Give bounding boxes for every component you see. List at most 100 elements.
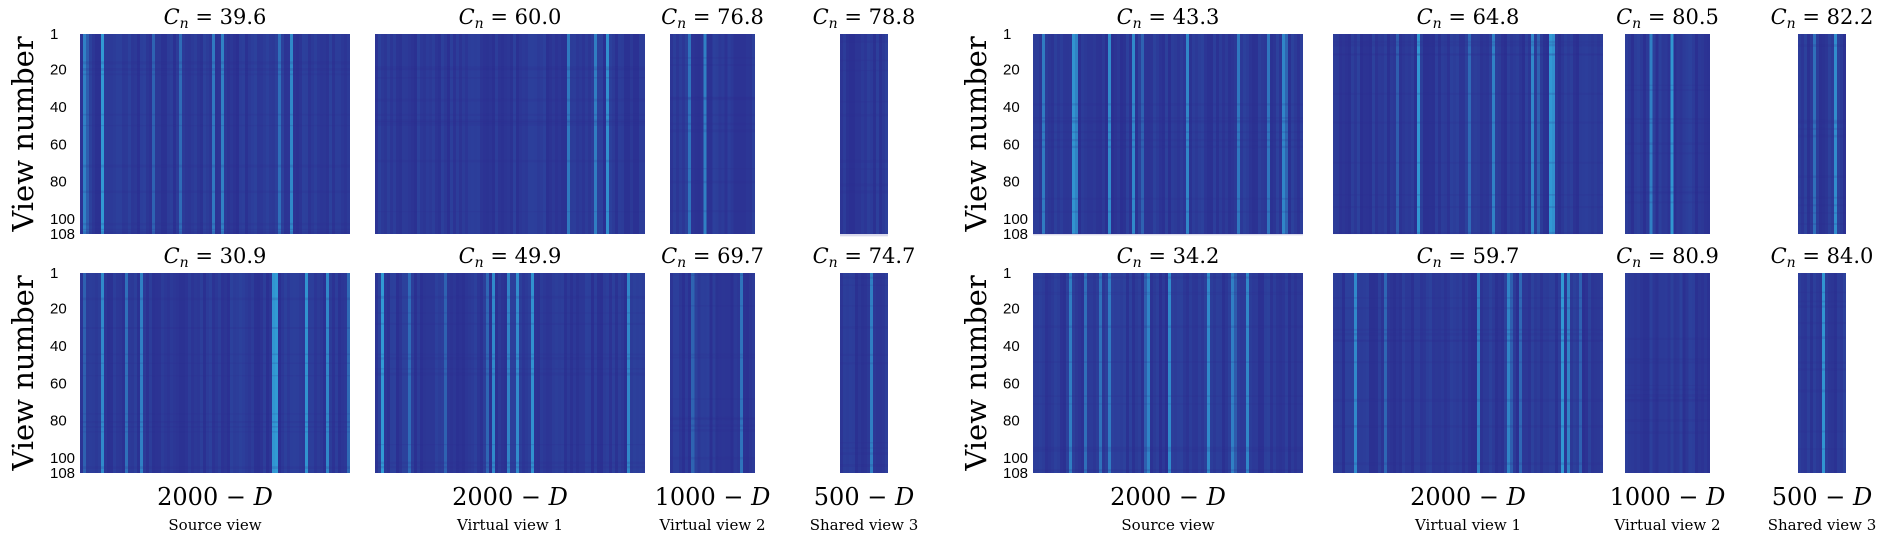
y-tick-label: 108 bbox=[50, 465, 75, 482]
heatmap-row-band bbox=[840, 100, 888, 103]
heatmap-row-band bbox=[1033, 403, 1303, 405]
heatmap-panel: Cn = 59.7 bbox=[1333, 244, 1603, 473]
y-tick-label: 100 bbox=[50, 211, 75, 228]
panel-title: Cn = 30.9 bbox=[164, 244, 267, 271]
heatmap-panel: Cn = 43.3 bbox=[1033, 5, 1303, 236]
heatmap-row-band bbox=[670, 180, 755, 184]
heatmap-cells bbox=[375, 273, 645, 473]
dimension-label: 2000 − D bbox=[157, 483, 273, 511]
y-tick-label: 80 bbox=[50, 413, 67, 430]
heatmap-row-band bbox=[1798, 223, 1846, 226]
heatmap-row-band bbox=[1033, 197, 1303, 200]
heatmap-row-band bbox=[1798, 119, 1846, 123]
heatmap-row-band bbox=[1625, 419, 1710, 422]
heatmap-row-band bbox=[1798, 44, 1846, 47]
heatmap-row-band bbox=[1798, 321, 1846, 325]
heatmap-row-band bbox=[375, 465, 645, 469]
y-tick-label: 20 bbox=[50, 62, 67, 79]
heatmap-row-band bbox=[375, 121, 645, 124]
heatmap-row-band bbox=[1625, 388, 1710, 391]
view-name-label: Source view bbox=[1121, 516, 1214, 534]
heatmap-row-band bbox=[1033, 291, 1303, 293]
heatmap-row-band bbox=[840, 168, 888, 170]
view-name-label: Virtual view 1 bbox=[1414, 516, 1521, 534]
heatmap-row-band bbox=[840, 159, 888, 163]
y-tick-label: 40 bbox=[50, 338, 67, 355]
heatmap-row-band bbox=[375, 123, 645, 126]
heatmap-row-band bbox=[1625, 431, 1710, 434]
y-tick-label: 60 bbox=[1003, 375, 1020, 392]
heatmap-row-band bbox=[670, 416, 755, 420]
heatmap-panel: Cn = 82.2 bbox=[1771, 5, 1873, 234]
heatmap-row-band bbox=[375, 77, 645, 79]
heatmap-row-band bbox=[80, 353, 350, 356]
heatmap-row-band bbox=[1333, 462, 1603, 466]
heatmap-cells bbox=[1033, 34, 1303, 234]
heatmap-row-band bbox=[375, 295, 645, 299]
heatmap-cells bbox=[670, 273, 755, 473]
y-tick-label: 108 bbox=[1003, 226, 1028, 243]
heatmap-row-band bbox=[375, 444, 645, 446]
heatmap-row-band bbox=[1033, 395, 1303, 397]
panel-title: Cn = 39.6 bbox=[164, 5, 267, 32]
y-tick-label: 1 bbox=[50, 26, 58, 43]
heatmap-row-band bbox=[375, 211, 645, 213]
heatmap-row-band bbox=[670, 210, 755, 213]
heatmap-panel: Cn = 49.9 bbox=[375, 244, 645, 473]
heatmap-cells bbox=[840, 273, 888, 473]
heatmap-row-band bbox=[1033, 121, 1303, 124]
heatmap-row-band bbox=[80, 113, 350, 116]
heatmap-row-band bbox=[1333, 307, 1603, 310]
heatmap-row-band bbox=[375, 353, 645, 356]
heatmap-row-band bbox=[670, 97, 755, 101]
heatmap-row-band bbox=[1798, 196, 1846, 199]
heatmap-cells bbox=[1798, 34, 1846, 234]
heatmap-row-band bbox=[1033, 361, 1303, 364]
heatmap-row-band bbox=[1333, 40, 1603, 44]
heatmap-row-band bbox=[1798, 448, 1846, 450]
panel-title: Cn = 34.2 bbox=[1117, 244, 1220, 271]
heatmap-row-band bbox=[670, 398, 755, 400]
heatmap-cells bbox=[840, 34, 888, 234]
heatmap-row-band bbox=[1033, 469, 1303, 472]
heatmap-row-band bbox=[1033, 233, 1303, 236]
heatmap-row-band bbox=[840, 326, 888, 329]
heatmap-row-band bbox=[670, 96, 755, 100]
heatmap-row-band bbox=[1033, 276, 1303, 279]
heatmap-row-band bbox=[1333, 332, 1603, 336]
heatmap-row-band bbox=[1333, 361, 1603, 364]
heatmap-row-band bbox=[375, 368, 645, 370]
heatmap-row-band bbox=[1333, 92, 1603, 95]
heatmap-row-band bbox=[375, 113, 645, 116]
heatmap-cells bbox=[1798, 273, 1846, 473]
view-name-label: Virtual view 2 bbox=[658, 516, 765, 534]
heatmap-cells bbox=[1033, 273, 1303, 473]
heatmap-panel: Cn = 30.9 bbox=[80, 244, 350, 473]
heatmap-panel: Cn = 84.0 bbox=[1771, 244, 1873, 473]
heatmap-row-band bbox=[1625, 121, 1710, 124]
heatmap-cells bbox=[1625, 34, 1710, 234]
heatmap-row-band bbox=[1033, 131, 1303, 134]
y-tick-label: 40 bbox=[1003, 99, 1020, 116]
dimension-label: 1000 − D bbox=[1610, 483, 1726, 511]
heatmap-row-band bbox=[1625, 201, 1710, 204]
heatmap-row-band bbox=[670, 429, 755, 432]
heatmap-row-band bbox=[840, 452, 888, 455]
heatmap-row-band bbox=[1033, 210, 1303, 213]
heatmap-row-band bbox=[1033, 138, 1303, 142]
heatmap-panel: Cn = 74.7 bbox=[813, 244, 915, 473]
heatmap-row-band bbox=[80, 297, 350, 301]
heatmap-row-band bbox=[1798, 204, 1846, 207]
heatmap-row-band bbox=[670, 57, 755, 59]
heatmap-panel: Cn = 60.0 bbox=[375, 5, 645, 234]
y-tick-label: 1 bbox=[1003, 26, 1011, 43]
heatmap-row-band bbox=[1333, 206, 1603, 209]
heatmap-row-band bbox=[840, 59, 888, 62]
heatmap-row-band bbox=[1625, 337, 1710, 340]
y-tick-label: 80 bbox=[1003, 174, 1020, 191]
heatmap-row-band bbox=[1625, 190, 1710, 193]
panel-title: Cn = 76.8 bbox=[661, 5, 764, 32]
